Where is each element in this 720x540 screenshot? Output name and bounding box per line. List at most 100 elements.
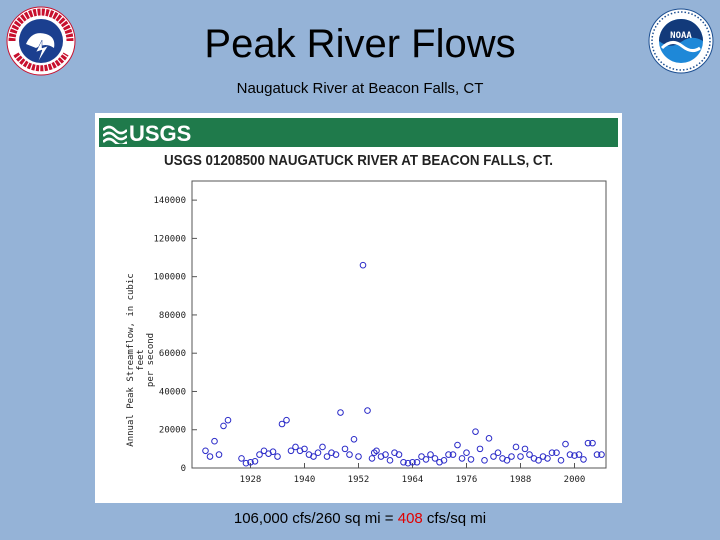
data-point — [287, 447, 295, 455]
data-point — [503, 457, 511, 464]
x-tick-label: 1952 — [348, 475, 370, 485]
data-point — [526, 451, 533, 458]
data-point — [323, 453, 331, 460]
data-point — [319, 443, 326, 451]
data-point — [593, 451, 601, 458]
data-point — [535, 457, 542, 464]
data-point — [598, 451, 605, 458]
usgs-header-bar: USGS — [99, 118, 618, 147]
data-point — [553, 449, 560, 456]
data-point — [548, 449, 556, 456]
data-point — [575, 451, 583, 458]
y-tick-label: 0 — [181, 464, 186, 474]
data-point — [332, 451, 340, 458]
data-point — [206, 453, 214, 460]
data-point — [508, 453, 515, 460]
data-point — [521, 445, 529, 453]
data-point — [269, 448, 277, 456]
data-point — [589, 439, 596, 447]
plot-area — [191, 180, 607, 469]
data-point — [400, 458, 407, 466]
data-point — [278, 420, 286, 428]
data-point — [215, 451, 223, 458]
x-tick-label: 1976 — [456, 475, 478, 485]
scatter-plot: 020000400006000080000100000120000140000 … — [153, 180, 607, 485]
data-point — [454, 441, 461, 449]
data-point — [260, 447, 268, 455]
footer-post: cfs/sq mi — [422, 510, 487, 527]
data-point — [337, 409, 344, 416]
nws-logo-icon — [6, 6, 76, 76]
data-point — [382, 451, 389, 458]
data-point — [404, 459, 412, 467]
noaa-logo-icon: NOAA — [648, 8, 714, 74]
data-point — [476, 445, 484, 453]
data-point — [202, 447, 209, 455]
footer-pre: 106,000 cfs/260 sq mi = — [233, 510, 398, 527]
data-point — [364, 407, 371, 414]
data-point — [413, 458, 421, 466]
page-title: Peak River Flows — [204, 22, 516, 66]
data-point — [431, 455, 439, 462]
data-point — [368, 455, 376, 462]
data-point — [512, 443, 520, 451]
y-tick-label: 20000 — [159, 426, 186, 436]
data-point — [224, 416, 232, 424]
data-point — [301, 445, 308, 453]
data-point — [251, 458, 259, 465]
usgs-brand: USGS — [129, 121, 192, 146]
data-point — [256, 451, 263, 458]
data-point — [350, 436, 358, 443]
footer-text: 106,000 cfs/260 sq mi = 408 cfs/sq mi — [0, 510, 720, 527]
data-point — [445, 451, 452, 458]
data-point — [571, 452, 578, 459]
data-point — [490, 453, 497, 460]
noaa-logo-text: NOAA — [670, 31, 692, 41]
data-point — [485, 435, 493, 442]
data-point — [517, 453, 524, 460]
data-point — [580, 456, 587, 463]
x-tick-label: 1928 — [240, 475, 262, 485]
x-tick-label: 1964 — [402, 475, 424, 485]
x-tick-label: 1940 — [294, 475, 316, 485]
data-point — [449, 451, 457, 458]
x-tick-label: 2000 — [564, 475, 586, 485]
data-point — [355, 453, 362, 460]
data-point — [422, 456, 430, 463]
data-point — [481, 457, 488, 464]
data-point — [292, 443, 299, 451]
data-point — [238, 455, 245, 462]
data-point — [373, 447, 380, 455]
y-tick-label: 100000 — [153, 273, 186, 283]
y-tick-label: 140000 — [153, 196, 186, 206]
data-point — [341, 445, 349, 453]
data-point — [211, 437, 218, 445]
data-point — [283, 416, 290, 424]
data-point — [494, 449, 502, 456]
data-point — [440, 457, 448, 464]
data-point — [386, 457, 394, 464]
footer-highlight: 408 — [397, 510, 423, 527]
data-point — [314, 449, 322, 456]
page-subtitle: Naugatuck River at Beacon Falls, CT — [236, 80, 484, 97]
data-point — [557, 457, 565, 464]
data-point — [427, 451, 434, 458]
data-point — [409, 458, 416, 466]
y-tick-label: 80000 — [159, 311, 186, 321]
data-point — [242, 459, 250, 467]
data-point — [310, 453, 317, 460]
data-point — [566, 451, 574, 458]
data-point — [274, 453, 281, 460]
data-point — [346, 451, 353, 458]
y-tick-label: 40000 — [159, 387, 186, 397]
usgs-wave-icon — [103, 125, 127, 144]
data-point — [584, 439, 592, 447]
chart-panel: USGS USGS 01208500 NAUGATUCK RIVER AT BE… — [95, 113, 622, 503]
data-point — [472, 428, 479, 435]
data-point — [467, 456, 475, 463]
chart-title: USGS 01208500 NAUGATUCK RIVER AT BEACON … — [164, 153, 553, 169]
data-point — [247, 458, 254, 466]
data-point — [395, 451, 403, 458]
data-point — [220, 422, 227, 430]
data-point — [463, 449, 470, 456]
